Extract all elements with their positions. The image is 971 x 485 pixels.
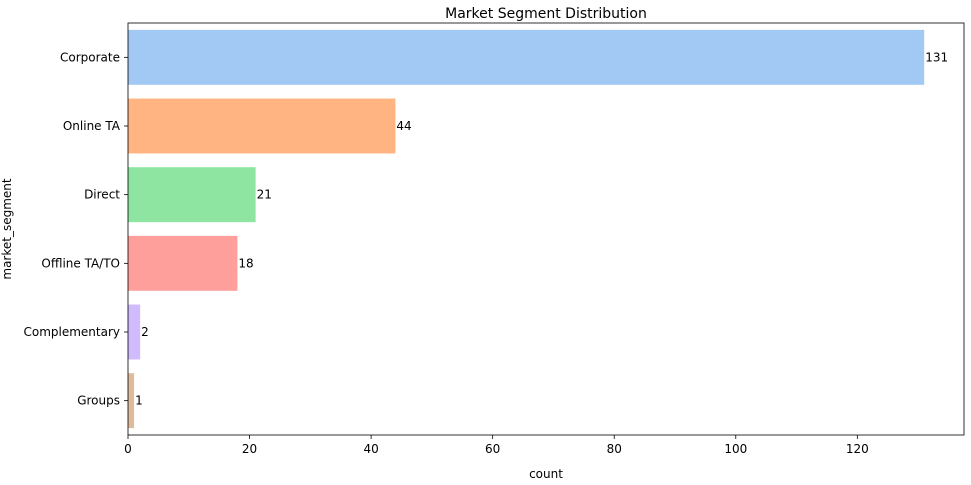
y-tick-label: Groups — [77, 394, 120, 408]
x-tick-label: 20 — [242, 442, 257, 456]
bar-complementary — [128, 304, 141, 360]
bar-offline-ta-to — [128, 235, 238, 291]
bar-online-ta — [128, 98, 396, 154]
x-axis-ticks: 0 20 40 60 80 100 120 — [124, 435, 869, 456]
bar-groups — [128, 373, 135, 429]
y-axis-ticks: Corporate Online TA Direct Offline TA/TO Com… — [23, 50, 128, 408]
bar-corporate — [128, 29, 925, 85]
bar-value-label: 21 — [257, 188, 272, 202]
y-tick-label: Corporate — [60, 50, 120, 64]
bar-value-label: 131 — [925, 50, 948, 64]
bar-value-label: 1 — [135, 394, 143, 408]
plot-frame — [127, 22, 965, 436]
x-tick-label: 80 — [607, 442, 622, 456]
y-tick-label: Online TA — [63, 119, 121, 133]
bar-direct — [128, 167, 256, 223]
x-tick-label: 60 — [485, 442, 500, 456]
x-tick-label: 40 — [363, 442, 378, 456]
x-axis-label: count — [529, 467, 563, 481]
chart-title: Market Segment Distribution — [445, 6, 647, 22]
y-tick-label: Complementary — [23, 325, 120, 339]
y-axis-label: market_segment — [0, 178, 14, 280]
y-tick-label: Direct — [84, 188, 120, 202]
bar-value-label: 44 — [396, 119, 411, 133]
bar-value-label: 18 — [238, 256, 253, 270]
y-tick-label: Offline TA/TO — [41, 256, 120, 270]
x-tick-label: 0 — [124, 442, 132, 456]
bars-group — [128, 29, 925, 429]
x-tick-label: 120 — [846, 442, 869, 456]
x-tick-label: 100 — [724, 442, 747, 456]
bar-value-label: 2 — [141, 325, 149, 339]
